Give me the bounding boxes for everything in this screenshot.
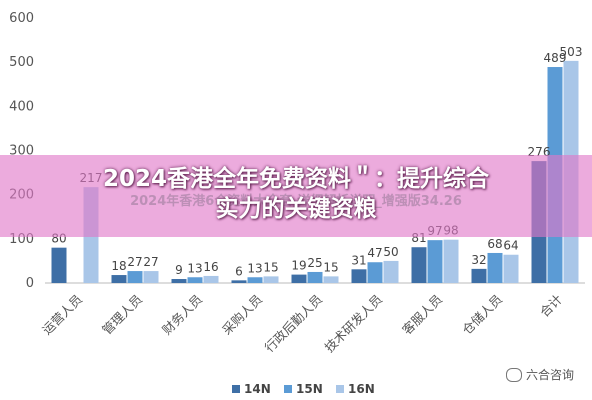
- data-label: 15: [323, 260, 338, 274]
- bar-15N-1: [127, 271, 143, 283]
- y-tick-label: 400: [9, 99, 34, 114]
- legend-label-14N: 14N: [244, 382, 271, 396]
- y-tick-label: 0: [26, 276, 34, 291]
- data-label: 50: [383, 245, 398, 259]
- legend-swatch-15N: [284, 385, 292, 393]
- data-label: 32: [471, 253, 486, 267]
- bar-14N-3: [231, 280, 247, 283]
- overlay-banner: [0, 155, 592, 237]
- bar-16N-1: [143, 271, 159, 283]
- data-label: 31: [351, 253, 366, 267]
- x-tick-label: 运营人员: [39, 292, 85, 338]
- x-tick-label: 技术研发人员: [321, 292, 385, 356]
- watermark: 六合咨询: [505, 366, 574, 383]
- y-tick-label: 300: [9, 144, 34, 159]
- data-label: 68: [487, 237, 502, 251]
- bar-14N-6: [411, 247, 427, 283]
- bar-14N-5: [351, 269, 367, 283]
- data-label: 503: [560, 45, 583, 59]
- data-label: 13: [247, 261, 262, 275]
- legend: 14N 15N 16N: [232, 382, 375, 396]
- bar-15N-2: [187, 277, 203, 283]
- data-label: 27: [143, 255, 158, 269]
- y-tick-label: 600: [9, 11, 34, 26]
- x-tick-label: 财务人员: [159, 292, 205, 338]
- x-tick-label: 合计: [537, 292, 565, 320]
- y-axis: 0100200300400500600: [9, 11, 34, 291]
- bar-14N-2: [171, 279, 187, 283]
- bar-16N-7: [503, 254, 519, 283]
- data-label: 47: [367, 246, 382, 260]
- x-tick-label: 仓储人员: [459, 292, 505, 338]
- data-label: 18: [111, 259, 126, 273]
- bar-14N-7: [471, 268, 487, 283]
- watermark-text: 六合咨询: [525, 368, 574, 382]
- data-label: 6: [235, 264, 243, 278]
- bar-15N-4: [307, 271, 323, 283]
- bar-16N-3: [263, 276, 279, 283]
- overlay-title-line1: 2024香港全年免费资料＂：提升综合: [102, 166, 489, 192]
- legend-label-15N: 15N: [296, 382, 323, 396]
- bar-15N-5: [367, 262, 383, 283]
- data-label: 9: [175, 263, 183, 277]
- bar-15N-3: [247, 277, 263, 283]
- bar-16N-6: [443, 239, 459, 283]
- data-label: 19: [291, 259, 306, 273]
- overlay-subtitle: 2024年香港6合资料大全套,详细解析说明_增强版34.26: [130, 194, 462, 209]
- bar-16N-4: [323, 276, 339, 283]
- overlay-title: 2024香港全年免费资料＂：提升综合 实力的关键资粮: [0, 164, 592, 224]
- bar-15N-6: [427, 240, 443, 283]
- data-label: 13: [187, 261, 202, 275]
- bar-14N-4: [291, 274, 307, 283]
- x-tick-label: 采购人员: [219, 292, 265, 338]
- x-tick-label: 管理人员: [99, 292, 145, 338]
- legend-swatch-14N: [232, 385, 240, 393]
- legend-label-16N: 16N: [348, 382, 375, 396]
- overlay-title-line2: 实力的关键资粮: [215, 196, 377, 222]
- bar-14N-1: [111, 275, 127, 283]
- data-label: 64: [503, 239, 518, 253]
- data-label: 489: [544, 51, 567, 65]
- legend-swatch-16N: [336, 385, 344, 393]
- x-tick-label: 客服人员: [399, 292, 445, 338]
- bar-16N-2: [203, 275, 219, 283]
- bar-15N-7: [487, 252, 503, 283]
- x-tick-label: 行政后勤人员: [261, 292, 325, 356]
- bar-14N-0: [51, 247, 67, 283]
- data-label: 25: [307, 256, 322, 270]
- y-tick-label: 500: [9, 55, 34, 70]
- data-label: 16: [203, 260, 218, 274]
- data-label: 27: [127, 255, 142, 269]
- wechat-icon: [505, 367, 522, 382]
- bar-16N-5: [383, 260, 399, 283]
- data-label: 15: [263, 260, 278, 274]
